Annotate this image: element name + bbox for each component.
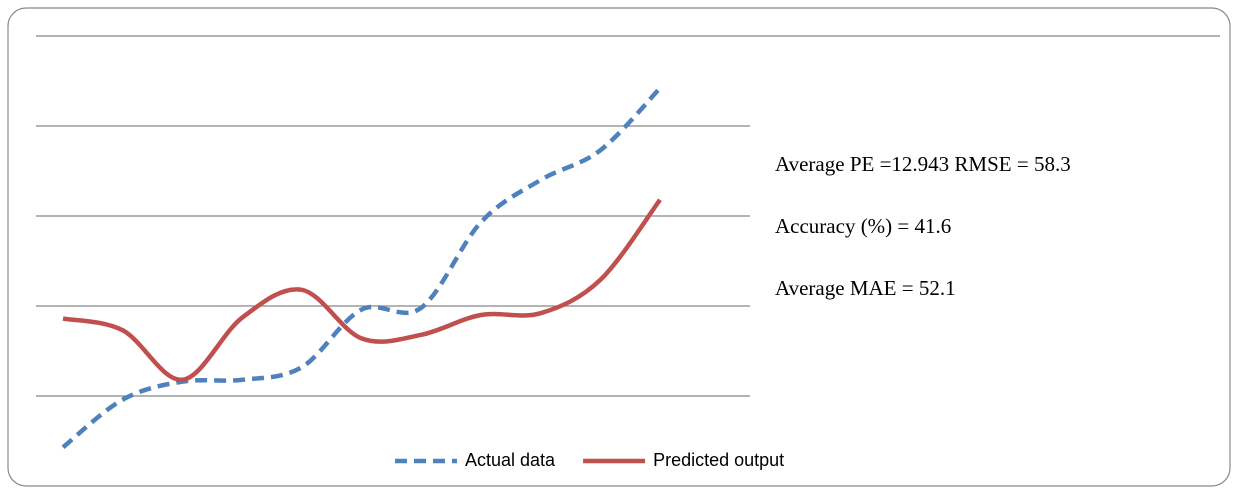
annotation: Average PE =12.943 RMSE = 58.3 bbox=[775, 152, 1071, 176]
annotation: Average MAE = 52.1 bbox=[775, 276, 956, 300]
legend-label: Actual data bbox=[465, 450, 556, 470]
series-line bbox=[61, 86, 662, 450]
annotation: Accuracy (%) = 41.6 bbox=[775, 214, 951, 238]
legend-label: Predicted output bbox=[653, 450, 784, 470]
series-line bbox=[62, 198, 662, 383]
chart-frame bbox=[7, 7, 1231, 487]
